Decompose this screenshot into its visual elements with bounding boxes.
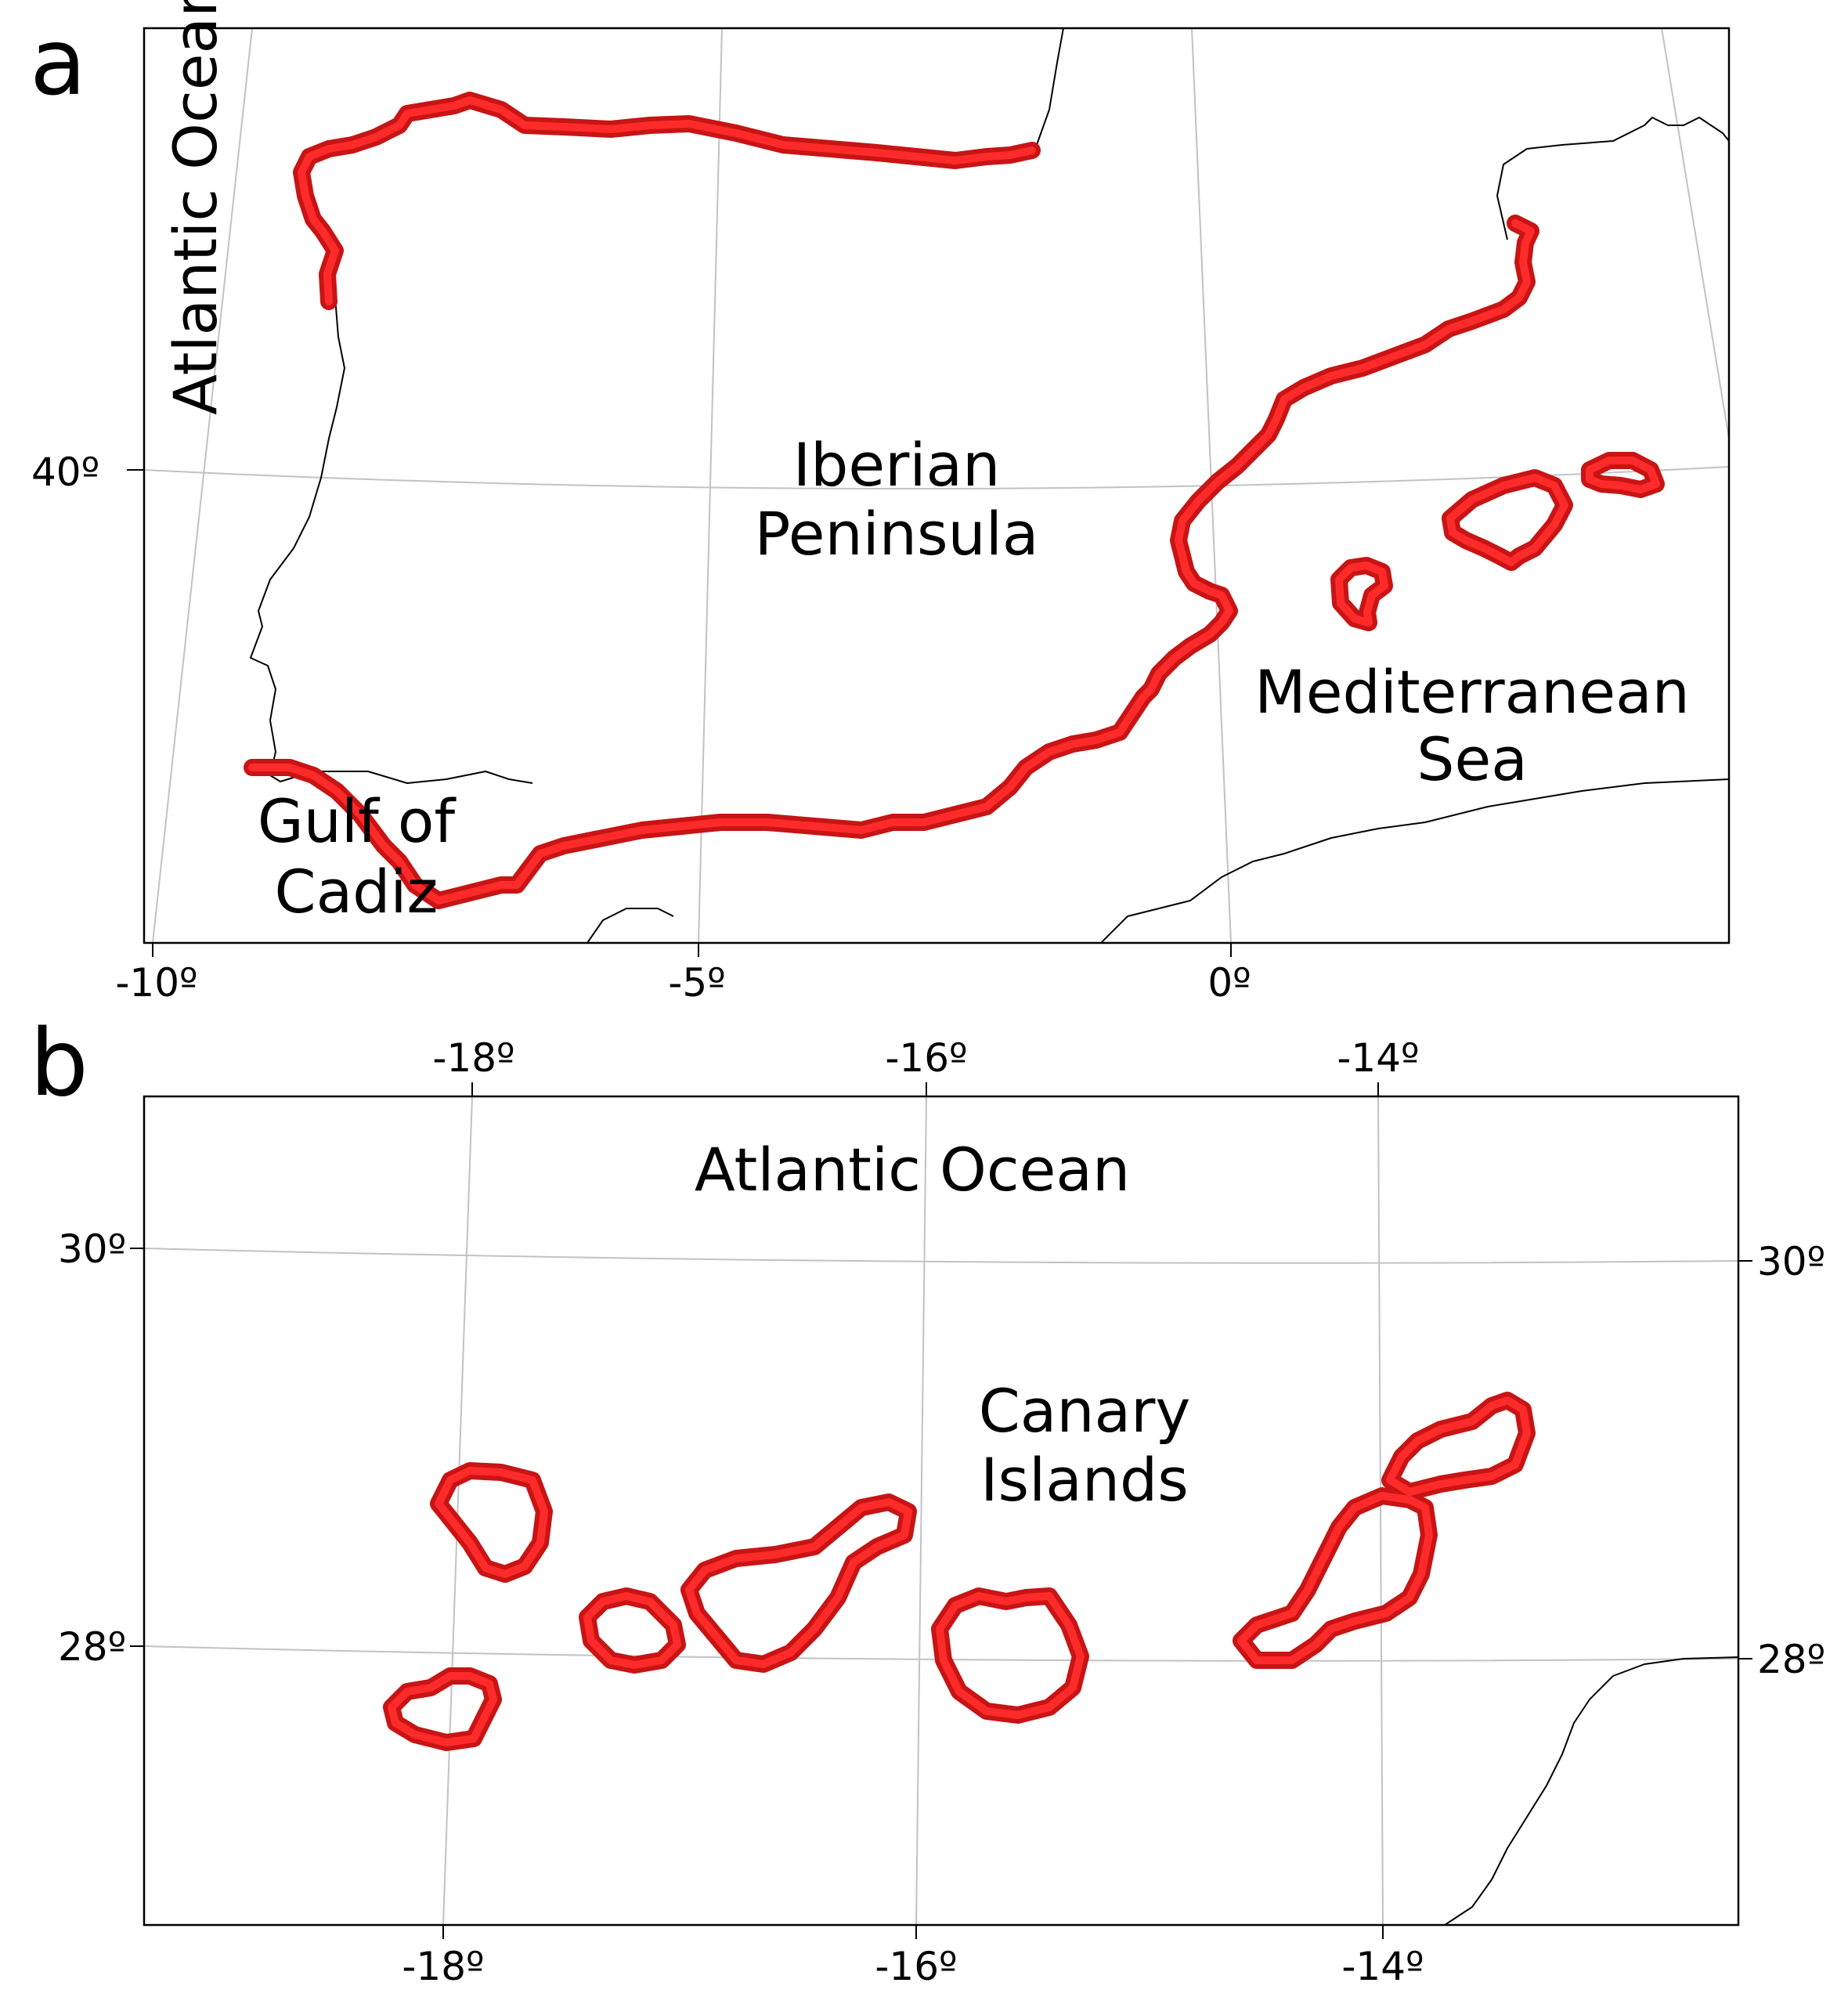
lon-tick-label-top-14: -14º [1337, 1035, 1419, 1081]
coastline-france [1033, 28, 1064, 154]
panel-b-frame [143, 1095, 1740, 1927]
coastline-africa-b [1444, 1656, 1738, 1925]
lon-tick-label-top-16: -16º [885, 1035, 967, 1081]
lat-tick-label-left-30: 30º [58, 1226, 126, 1272]
coastline-france-med [1496, 117, 1729, 240]
coast-buffer-iberia [244, 215, 1539, 909]
lat-tick-label-40: 40º [31, 450, 99, 495]
graticule-lon-plus5 [1661, 28, 1729, 439]
lat-tick-label-left-28: 28º [58, 1624, 126, 1670]
lon-tick-label-bottom-18: -18º [402, 1944, 484, 1989]
panel-a-letter: a [30, 8, 87, 116]
graticule-lon-10 [152, 28, 253, 943]
balearic-islands-buffer [1330, 452, 1665, 631]
mediterranean-sea-label-line1: Mediterranean [1254, 657, 1690, 727]
lon-tick-label-10: -10º [115, 960, 197, 1006]
iberian-peninsula-label-line1: Iberian [793, 430, 1001, 500]
coastline-north-africa [1100, 778, 1729, 943]
graticule-lon-18 [442, 1096, 473, 1925]
coastline-morocco-tip [587, 908, 674, 943]
panel-b-map: Atlantic Ocean Canary Islands -18º -16º … [58, 1035, 1825, 1989]
panel-b-letter: b [30, 1009, 88, 1117]
lon-tick-label-5: -5º [668, 960, 725, 1006]
graticule-lat-40 [144, 466, 1729, 490]
panel-a-frame [143, 27, 1731, 944]
graticule-lon-14 [1377, 1096, 1384, 1925]
graticule-lon-5 [698, 28, 723, 943]
graticule-lon-16 [915, 1096, 927, 1925]
canary-islands-buffer [383, 1392, 1536, 1751]
coastline-portugal [250, 297, 533, 784]
lon-tick-label-0: 0º [1207, 960, 1251, 1006]
gulf-of-cadiz-label-line2: Cadiz [275, 857, 439, 926]
mediterranean-sea-label-line2: Sea [1417, 724, 1528, 794]
lat-tick-label-right-28: 28º [1757, 1637, 1825, 1682]
canary-islands-label-line2: Islands [980, 1445, 1189, 1515]
panel-a-map: Atlantic Ocean Iberian Peninsula Mediter… [31, 0, 1731, 1006]
canary-islands-label-line1: Canary [979, 1376, 1191, 1446]
coast-buffer-cantabria [293, 92, 1041, 310]
iberian-peninsula-label-line2: Peninsula [755, 499, 1039, 569]
gulf-of-cadiz-label-line1: Gulf of [258, 786, 457, 856]
lon-tick-label-bottom-14: -14º [1341, 1944, 1424, 1989]
lat-tick-label-right-30: 30º [1757, 1239, 1825, 1284]
atlantic-ocean-label-a: Atlantic Ocean [161, 0, 230, 415]
atlantic-ocean-label-b: Atlantic Ocean [695, 1135, 1130, 1204]
graticule-lat-30 [144, 1248, 1738, 1264]
lon-tick-label-bottom-16: -16º [875, 1944, 957, 1989]
lon-tick-label-top-18: -18º [432, 1035, 514, 1081]
